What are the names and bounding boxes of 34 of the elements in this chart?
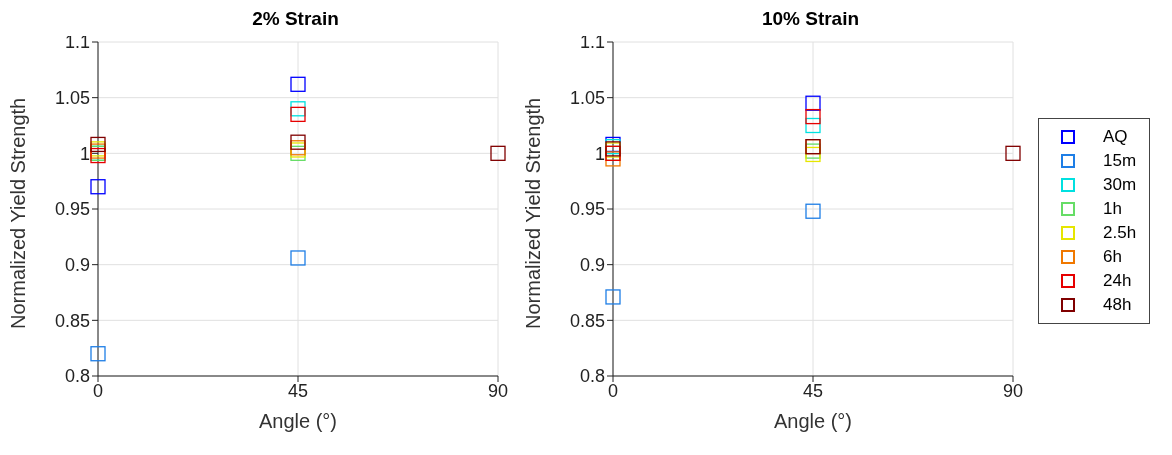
x-tick-label: 0 — [607, 380, 619, 401]
y-tick-label: 1.05 — [54, 88, 90, 109]
y-tick-label: 0.9 — [579, 255, 605, 276]
chart-title: 10% Strain — [761, 8, 860, 29]
legend-label: 15m — [1103, 151, 1137, 171]
y-tick-label: 0.8 — [64, 366, 90, 387]
chart-title: 2% Strain — [252, 8, 339, 29]
y-tick-label: 0.95 — [569, 199, 605, 220]
x-tick-label: 45 — [287, 380, 309, 401]
y-tick-label: 0.8 — [579, 366, 605, 387]
legend-label: AQ — [1103, 127, 1128, 147]
x-tick-label: 90 — [1002, 380, 1024, 401]
y-tick-label: 1.1 — [64, 32, 90, 53]
legend-label: 48h — [1103, 295, 1132, 315]
x-axis-title: Angle (°) — [258, 410, 338, 432]
y-axis-title: Normalized Yield Strength — [7, 97, 30, 329]
y-tick-label: 0.85 — [569, 310, 605, 331]
legend-label: 2.5h — [1103, 223, 1137, 243]
y-tick-label: 0.85 — [54, 310, 90, 331]
y-tick-label: 1.1 — [579, 32, 605, 53]
legend-label: 1h — [1103, 199, 1122, 219]
y-tick-label: 1.05 — [569, 88, 605, 109]
legend-label: 6h — [1103, 247, 1122, 267]
y-tick-label: 1 — [594, 143, 605, 164]
y-axis-title: Normalized Yield Strength — [522, 97, 545, 329]
x-tick-label: 90 — [487, 380, 509, 401]
x-tick-label: 45 — [802, 380, 824, 401]
x-tick-label: 0 — [92, 380, 104, 401]
x-axis-title: Angle (°) — [773, 410, 853, 432]
legend-label: 24h — [1103, 271, 1132, 291]
y-tick-label: 0.9 — [64, 255, 90, 276]
y-tick-label: 0.95 — [54, 199, 90, 220]
legend-label: 30m — [1103, 175, 1137, 195]
y-tick-label: 1 — [79, 143, 90, 164]
